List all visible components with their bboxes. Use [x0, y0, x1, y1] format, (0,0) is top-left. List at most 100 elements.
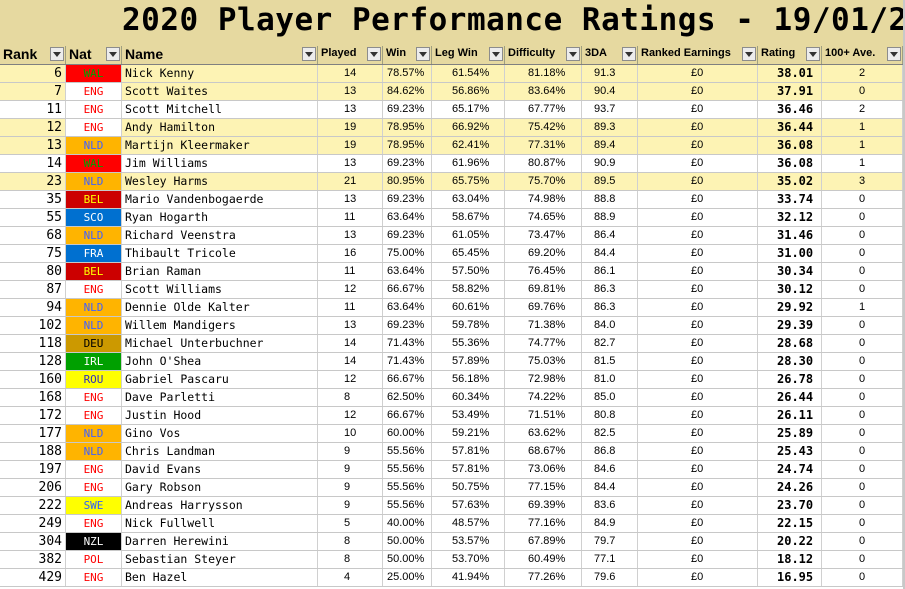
played-cell[interactable]: 11 [318, 299, 383, 316]
played-cell[interactable]: 13 [318, 191, 383, 208]
win-pct-cell[interactable]: 63.64% [383, 263, 432, 280]
player-name-cell[interactable]: Sebastian Steyer [122, 551, 318, 568]
table-row[interactable]: 75 FRA Thibault Tricole 16 75.00% 65.45% 69.20… [0, 245, 905, 263]
table-row[interactable]: 55 SCO Ryan Hogarth 11 63.64% 58.67% 74.65% 88.… [0, 209, 905, 227]
difficulty-cell[interactable]: 83.64% [505, 83, 582, 100]
rating-cell[interactable]: 18.12 [758, 551, 822, 568]
leg-win-pct-cell[interactable]: 55.36% [432, 335, 505, 352]
player-name-cell[interactable]: Andreas Harrysson [122, 497, 318, 514]
table-row[interactable]: 11 ENG Scott Mitchell 13 69.23% 65.17% 67.77% 9… [0, 101, 905, 119]
win-pct-cell[interactable]: 55.56% [383, 479, 432, 496]
rank-cell[interactable]: 177 [0, 425, 66, 442]
difficulty-cell[interactable]: 74.22% [505, 389, 582, 406]
ton-plus-average-cell[interactable]: 0 [822, 371, 903, 388]
played-cell[interactable]: 13 [318, 101, 383, 118]
player-name-cell[interactable]: Jim Williams [122, 155, 318, 172]
nat-badge[interactable]: NZL [66, 533, 122, 550]
rank-cell[interactable]: 68 [0, 227, 66, 244]
table-row[interactable]: 80 BEL Brian Raman 11 63.64% 57.50% 76.45% 86.1… [0, 263, 905, 281]
table-row[interactable]: 128 IRL John O'Shea 14 71.43% 57.89% 75.03% 81.… [0, 353, 905, 371]
ranked-earnings-cell[interactable]: £0 [638, 191, 758, 208]
nat-badge[interactable]: ENG [66, 281, 122, 298]
difficulty-cell[interactable]: 73.06% [505, 461, 582, 478]
ranked-earnings-cell[interactable]: £0 [638, 119, 758, 136]
rating-cell[interactable]: 32.12 [758, 209, 822, 226]
rank-cell[interactable]: 249 [0, 515, 66, 532]
ranked-earnings-cell[interactable]: £0 [638, 353, 758, 370]
player-name-cell[interactable]: David Evans [122, 461, 318, 478]
nat-badge[interactable]: WAL [66, 65, 122, 82]
three-dart-average-cell[interactable]: 79.7 [582, 533, 638, 550]
three-dart-average-cell[interactable]: 86.1 [582, 263, 638, 280]
leg-win-pct-cell[interactable]: 57.50% [432, 263, 505, 280]
ranked-earnings-cell[interactable]: £0 [638, 173, 758, 190]
difficulty-cell[interactable]: 81.18% [505, 65, 582, 82]
rating-cell[interactable]: 33.74 [758, 191, 822, 208]
rank-cell[interactable]: 13 [0, 137, 66, 154]
ranked-earnings-cell[interactable]: £0 [638, 533, 758, 550]
player-name-cell[interactable]: Nick Kenny [122, 65, 318, 82]
rank-cell[interactable]: 94 [0, 299, 66, 316]
rank-cell[interactable]: 128 [0, 353, 66, 370]
player-name-cell[interactable]: Brian Raman [122, 263, 318, 280]
ton-plus-average-cell[interactable]: 0 [822, 389, 903, 406]
played-cell[interactable]: 14 [318, 65, 383, 82]
leg-win-pct-cell[interactable]: 65.75% [432, 173, 505, 190]
ton-plus-average-cell[interactable]: 1 [822, 155, 903, 172]
rating-cell[interactable]: 26.78 [758, 371, 822, 388]
three-dart-average-cell[interactable]: 89.5 [582, 173, 638, 190]
rank-cell[interactable]: 55 [0, 209, 66, 226]
win-pct-cell[interactable]: 80.95% [383, 173, 432, 190]
table-row[interactable]: 6 WAL Nick Kenny 14 78.57% 61.54% 81.18% 91.3 £0… [0, 65, 905, 83]
difficulty-cell[interactable]: 67.77% [505, 101, 582, 118]
rank-cell[interactable]: 11 [0, 101, 66, 118]
rating-cell[interactable]: 35.02 [758, 173, 822, 190]
ranked-earnings-cell[interactable]: £0 [638, 443, 758, 460]
leg-win-pct-cell[interactable]: 59.78% [432, 317, 505, 334]
win-pct-cell[interactable]: 62.50% [383, 389, 432, 406]
leg-win-pct-cell[interactable]: 57.81% [432, 443, 505, 460]
table-row[interactable]: 94 NLD Dennie Olde Kalter 11 63.64% 60.61% 69.… [0, 299, 905, 317]
three-dart-average-cell[interactable]: 79.6 [582, 569, 638, 586]
leg-win-pct-cell[interactable]: 57.63% [432, 497, 505, 514]
difficulty-cell[interactable]: 74.65% [505, 209, 582, 226]
played-cell[interactable]: 10 [318, 425, 383, 442]
rating-cell[interactable]: 25.89 [758, 425, 822, 442]
ton-plus-average-cell[interactable]: 0 [822, 461, 903, 478]
three-dart-average-cell[interactable]: 88.8 [582, 191, 638, 208]
rating-cell[interactable]: 36.46 [758, 101, 822, 118]
table-row[interactable]: 23 NLD Wesley Harms 21 80.95% 65.75% 75.70% 89.… [0, 173, 905, 191]
player-name-cell[interactable]: Gino Vos [122, 425, 318, 442]
ranked-earnings-cell[interactable]: £0 [638, 461, 758, 478]
ton-plus-average-cell[interactable]: 0 [822, 479, 903, 496]
leg-win-pct-cell[interactable]: 62.41% [432, 137, 505, 154]
table-row[interactable]: 206 ENG Gary Robson 9 55.56% 50.75% 77.15% 84.4… [0, 479, 905, 497]
difficulty-cell[interactable]: 77.15% [505, 479, 582, 496]
played-cell[interactable]: 16 [318, 245, 383, 262]
rank-cell[interactable]: 206 [0, 479, 66, 496]
rank-cell[interactable]: 222 [0, 497, 66, 514]
rank-cell[interactable]: 80 [0, 263, 66, 280]
ton-plus-average-cell[interactable]: 0 [822, 245, 903, 262]
player-name-cell[interactable]: Nick Fullwell [122, 515, 318, 532]
rank-cell[interactable]: 160 [0, 371, 66, 388]
win-pct-cell[interactable]: 50.00% [383, 551, 432, 568]
difficulty-cell[interactable]: 71.51% [505, 407, 582, 424]
player-name-cell[interactable]: Mario Vandenbogaerde [122, 191, 318, 208]
win-pct-cell[interactable]: 75.00% [383, 245, 432, 262]
nat-badge[interactable]: ENG [66, 461, 122, 478]
rank-cell[interactable]: 102 [0, 317, 66, 334]
ton-plus-average-cell[interactable]: 0 [822, 335, 903, 352]
difficulty-cell[interactable]: 75.70% [505, 173, 582, 190]
filter-dropdown-icon[interactable] [106, 47, 120, 61]
win-pct-cell[interactable]: 40.00% [383, 515, 432, 532]
played-cell[interactable]: 8 [318, 533, 383, 550]
nat-badge[interactable]: ENG [66, 407, 122, 424]
table-row[interactable]: 68 NLD Richard Veenstra 13 69.23% 61.05% 73.47… [0, 227, 905, 245]
rating-cell[interactable]: 23.70 [758, 497, 822, 514]
rating-cell[interactable]: 24.26 [758, 479, 822, 496]
ton-plus-average-cell[interactable]: 0 [822, 443, 903, 460]
played-cell[interactable]: 4 [318, 569, 383, 586]
win-pct-cell[interactable]: 66.67% [383, 371, 432, 388]
win-pct-cell[interactable]: 84.62% [383, 83, 432, 100]
